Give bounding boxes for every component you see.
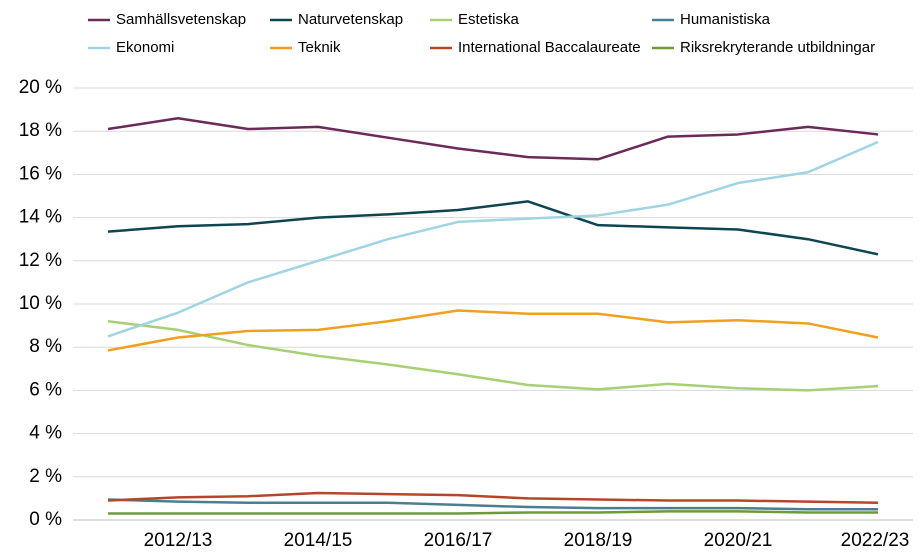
series-line: [107, 320, 879, 392]
series-line: [107, 309, 879, 352]
y-tick-label: 4 %: [29, 423, 62, 444]
y-tick-label: 0 %: [29, 509, 62, 530]
y-tick-label: 18 %: [19, 120, 62, 141]
x-tick-label: 2020/21: [704, 530, 773, 551]
legend-label: Humanistiska: [680, 11, 771, 28]
legend-label: Naturvetenskap: [298, 11, 403, 28]
x-tick-label: 2016/17: [424, 530, 493, 551]
y-tick-label: 20 %: [19, 77, 62, 98]
y-tick-label: 6 %: [29, 379, 62, 400]
y-tick-label: 10 %: [19, 293, 62, 314]
series-line: [107, 200, 879, 256]
y-tick-label: 8 %: [29, 336, 62, 357]
series-line: [107, 140, 879, 338]
legend-label: Samhällsvetenskap: [116, 11, 246, 28]
y-tick-label: 16 %: [19, 163, 62, 184]
legend-label: Riksrekryterande utbildningar: [680, 39, 875, 56]
legend-label: Estetiska: [458, 11, 520, 28]
legend-label: International Baccalaureate: [458, 39, 641, 56]
x-tick-label: 2022/23: [841, 530, 910, 551]
y-tick-label: 14 %: [19, 207, 62, 228]
y-tick-label: 2 %: [29, 466, 62, 487]
x-tick-label: 2018/19: [564, 530, 633, 551]
series-line: [107, 491, 879, 504]
x-tick-label: 2014/15: [284, 530, 353, 551]
series-line: [108, 510, 878, 515]
series-line: [107, 116, 879, 161]
legend-label: Teknik: [298, 39, 341, 56]
series-line: [107, 498, 878, 511]
x-tick-label: 2012/13: [144, 530, 213, 551]
legend-label: Ekonomi: [116, 39, 174, 56]
y-tick-label: 12 %: [19, 250, 62, 271]
